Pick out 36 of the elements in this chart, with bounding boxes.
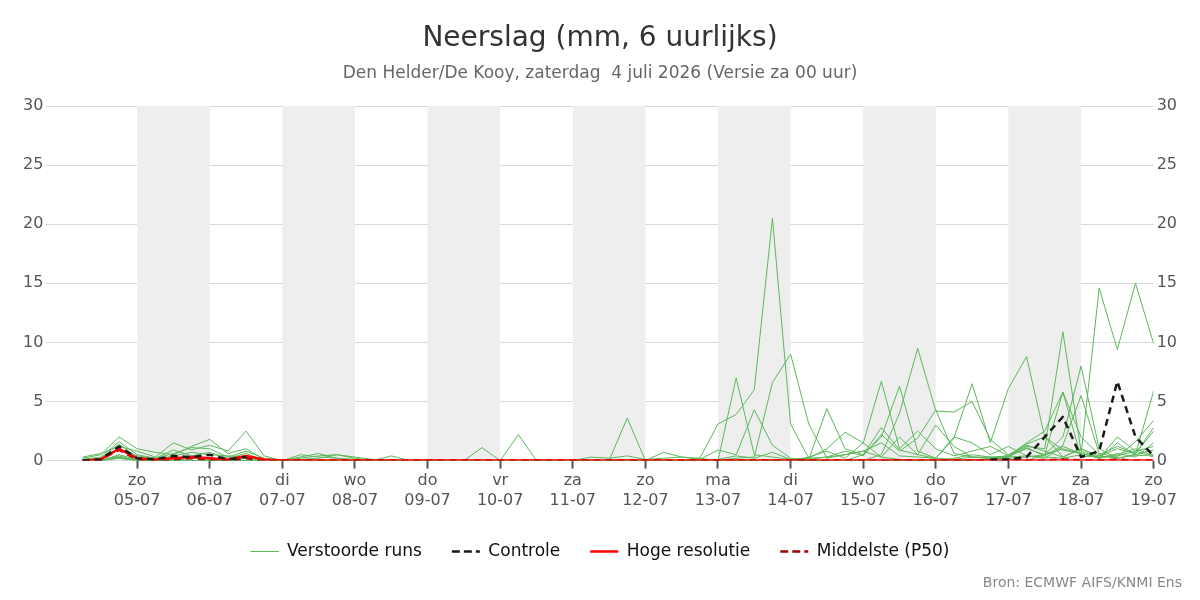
- y2-tick-label: 15: [1156, 272, 1177, 292]
- y2-tick-label: 0: [1156, 449, 1167, 469]
- x-tick-label: zo 12-07: [622, 470, 669, 509]
- y2-tick-label: 25: [1156, 154, 1177, 174]
- y-tick-label: 20: [23, 213, 44, 233]
- y2-tick-label: 5: [1156, 390, 1167, 410]
- y2-tick-label: 30: [1156, 95, 1177, 115]
- y-tick-label: 30: [23, 95, 44, 115]
- legend-label: Hoge resolutie: [626, 539, 751, 560]
- x-tick-label: vr 17-07: [985, 470, 1032, 509]
- x-tick-label: di 14-07: [767, 470, 814, 509]
- legend-label: Controle: [488, 539, 561, 560]
- x-tick-label: ma 06-07: [186, 470, 233, 509]
- x-tick-label: ma 13-07: [694, 470, 742, 509]
- text: Bron: ECMWF AIFS/KNMI Ens: [982, 573, 1182, 590]
- y-tick-label: 5: [33, 390, 44, 410]
- x-tick-label: wo 15-07: [839, 470, 887, 509]
- x-tick-label: za 18-07: [1057, 470, 1105, 509]
- x-tick-label: zo 19-07: [1130, 470, 1177, 509]
- y-tick-label: 10: [23, 331, 44, 351]
- chart-subtitle: Den Helder/De Kooy, zaterdag 4 juli 2026 (Versie za 00 uur): [342, 62, 858, 83]
- x-tick-label: vr 10-07: [476, 470, 524, 509]
- chart-title: Neerslag (mm, 6 uurlijks): [422, 20, 778, 54]
- x-tick-label: za 11-07: [549, 470, 597, 509]
- y-tick-label: 25: [23, 154, 44, 174]
- x-tick-label: di 07-07: [259, 470, 306, 509]
- x-tick-label: do 16-07: [912, 470, 960, 509]
- y-tick-label: 0: [33, 449, 44, 469]
- y2-tick-label: 20: [1156, 213, 1177, 233]
- y2-tick-label: 10: [1156, 331, 1177, 351]
- x-tick-label: wo 08-07: [331, 470, 379, 509]
- x-tick-label: do 09-07: [404, 470, 451, 509]
- legend-label: Middelste (P50): [816, 539, 950, 560]
- x-tick-label: zo 05-07: [113, 470, 161, 509]
- y-tick-label: 15: [23, 272, 44, 292]
- legend-label: Verstoorde runs: [287, 539, 422, 560]
